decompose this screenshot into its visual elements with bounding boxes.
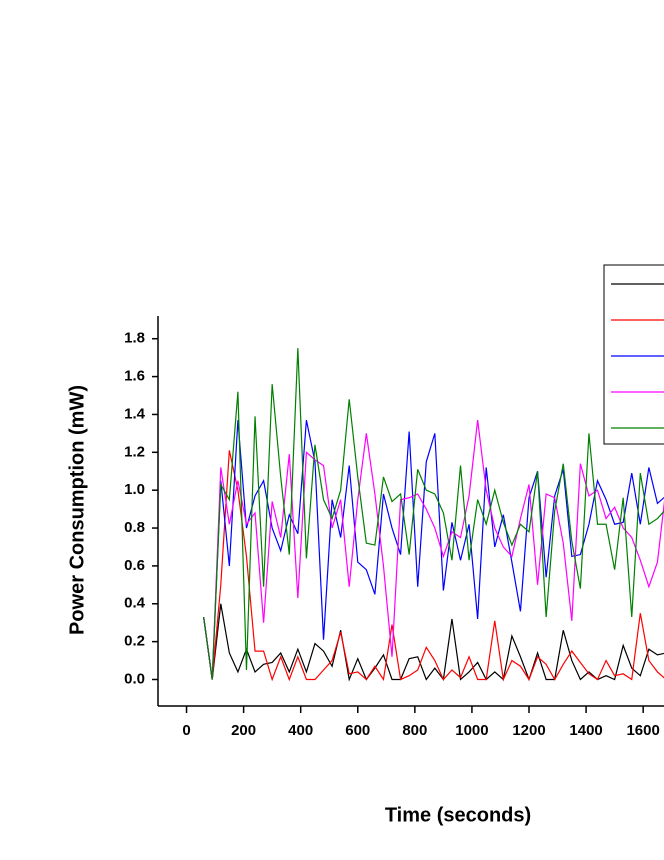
y-tick-label: 1.2 bbox=[124, 443, 145, 460]
x-tick-label: 1600 bbox=[626, 722, 659, 739]
y-tick-label: 1.0 bbox=[124, 481, 145, 498]
x-tick-label: 400 bbox=[288, 722, 313, 739]
x-axis-title: Time (seconds) bbox=[385, 804, 531, 826]
plot-area bbox=[203, 348, 664, 682]
y-tick-label: 1.6 bbox=[124, 368, 145, 385]
x-tick-label: 800 bbox=[402, 722, 427, 739]
x-tick-label: 0 bbox=[182, 722, 190, 739]
y-tick-label: 0.6 bbox=[124, 557, 145, 574]
y-axis-title: Power Consumption (mW) bbox=[66, 385, 88, 635]
x-tick-label: 1200 bbox=[512, 722, 545, 739]
y-tick-label: 1.4 bbox=[124, 405, 146, 422]
series-line bbox=[203, 348, 664, 680]
y-tick-label: 0.2 bbox=[124, 633, 145, 650]
series-line bbox=[203, 420, 664, 680]
x-tick-label: 200 bbox=[231, 722, 256, 739]
y-tick-label: 0.8 bbox=[124, 519, 145, 536]
x-tick-label: 1400 bbox=[569, 722, 602, 739]
y-tick-label: 0.4 bbox=[124, 595, 146, 612]
series-line bbox=[203, 420, 664, 680]
series-line bbox=[203, 450, 664, 682]
y-tick-label: 0.0 bbox=[124, 670, 145, 687]
series-line bbox=[203, 603, 664, 682]
y-tick-label: 1.8 bbox=[124, 330, 145, 347]
legend-box bbox=[603, 264, 664, 445]
x-tick-label: 1000 bbox=[455, 722, 488, 739]
x-tick-label: 600 bbox=[345, 722, 370, 739]
